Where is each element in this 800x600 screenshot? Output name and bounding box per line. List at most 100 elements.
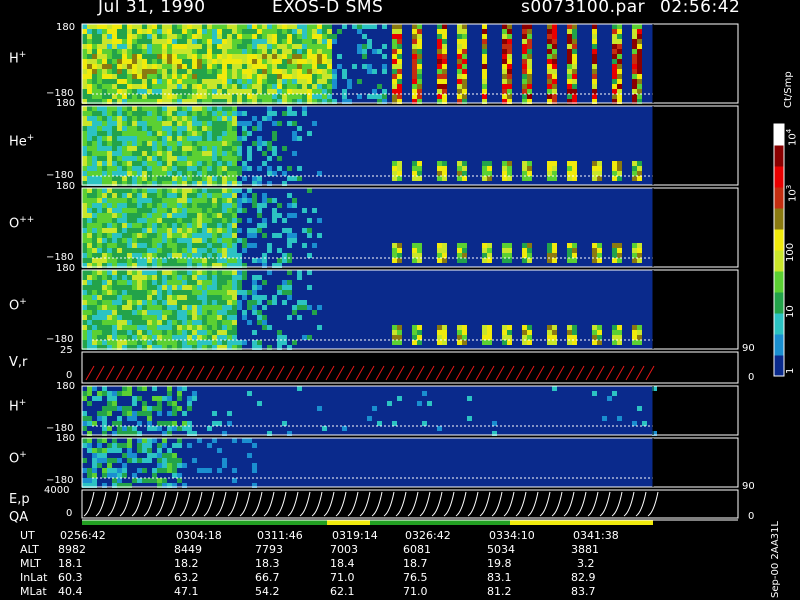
pixel <box>287 228 292 233</box>
pixel <box>207 193 212 198</box>
tick-h2-bottom: −180 <box>46 423 74 434</box>
pixel <box>462 29 467 34</box>
pixel <box>482 69 487 74</box>
pixel <box>202 340 207 345</box>
pixel <box>92 121 97 126</box>
pixel <box>442 59 447 64</box>
pixel <box>102 24 107 29</box>
pixel <box>567 54 572 59</box>
pixel <box>212 34 217 39</box>
pixel <box>552 176 557 181</box>
pixel <box>612 84 617 89</box>
pixel <box>92 270 97 275</box>
pixel <box>157 208 162 213</box>
pixel <box>137 69 142 74</box>
pixel <box>152 156 157 161</box>
pixel <box>202 54 207 59</box>
pixel <box>177 218 182 223</box>
pixel <box>392 243 397 248</box>
tick-he-top: 180 <box>56 98 76 109</box>
pixel <box>372 24 377 29</box>
pixel <box>92 126 97 131</box>
pixel <box>232 218 237 223</box>
pixel <box>522 335 527 340</box>
pixel <box>362 64 367 69</box>
pixel <box>222 126 227 131</box>
pixel <box>612 166 617 171</box>
pixel <box>162 285 167 290</box>
pixel <box>232 64 237 69</box>
footer-cell: 7003 <box>330 543 358 556</box>
pixel <box>167 463 172 468</box>
pixel <box>392 94 397 99</box>
pixel <box>232 136 237 141</box>
pixel <box>382 69 387 74</box>
pixel <box>107 151 112 156</box>
pixel <box>312 79 317 84</box>
pixel <box>282 285 287 290</box>
pixel <box>147 453 152 458</box>
pixel <box>137 280 142 285</box>
pixel <box>122 44 127 49</box>
pixel <box>157 325 162 330</box>
pixel <box>112 285 117 290</box>
pixel <box>132 218 137 223</box>
pixel <box>152 161 157 166</box>
pixel <box>232 223 237 228</box>
pixel <box>132 233 137 238</box>
pixel <box>92 325 97 330</box>
pixel <box>207 64 212 69</box>
pixel <box>107 253 112 258</box>
pixel <box>502 330 507 335</box>
footer-row-label: ALT <box>20 543 39 556</box>
pixel <box>277 79 282 84</box>
pixel <box>592 84 597 89</box>
pixel <box>87 285 92 290</box>
pixel <box>222 270 227 275</box>
pixel <box>187 315 192 320</box>
pixel <box>162 146 167 151</box>
pixel <box>207 248 212 253</box>
pixel <box>97 275 102 280</box>
pixel <box>92 181 97 186</box>
pixel <box>142 223 147 228</box>
pixel <box>162 258 167 263</box>
pixel <box>302 39 307 44</box>
pixel <box>572 54 577 59</box>
pixel <box>287 79 292 84</box>
pixel <box>147 141 152 146</box>
date-title: Jul 31, 1990 <box>98 0 206 17</box>
pixel <box>162 468 167 473</box>
pixel <box>182 156 187 161</box>
pixel <box>292 64 297 69</box>
pixel <box>262 44 267 49</box>
pixel <box>182 270 187 275</box>
pixel <box>252 126 257 131</box>
pixel <box>162 24 167 29</box>
pixel <box>232 181 237 186</box>
pixel <box>122 468 127 473</box>
pixel <box>232 228 237 233</box>
pixel <box>102 111 107 116</box>
pixel <box>127 391 132 396</box>
pixel <box>142 69 147 74</box>
pixel <box>502 79 507 84</box>
pixel <box>117 223 122 228</box>
pixel <box>262 39 267 44</box>
pixel <box>507 176 512 181</box>
pixel <box>547 29 552 34</box>
pixel <box>417 335 422 340</box>
pixel <box>207 426 212 431</box>
pixel <box>207 443 212 448</box>
pixel <box>487 243 492 248</box>
pixel <box>217 79 222 84</box>
pixel <box>117 136 122 141</box>
pixel <box>187 171 192 176</box>
pixel <box>97 253 102 258</box>
pixel <box>157 49 162 54</box>
pixel <box>147 320 152 325</box>
pixel <box>612 49 617 54</box>
pixel <box>292 121 297 126</box>
pixel <box>482 79 487 84</box>
pixel <box>112 468 117 473</box>
